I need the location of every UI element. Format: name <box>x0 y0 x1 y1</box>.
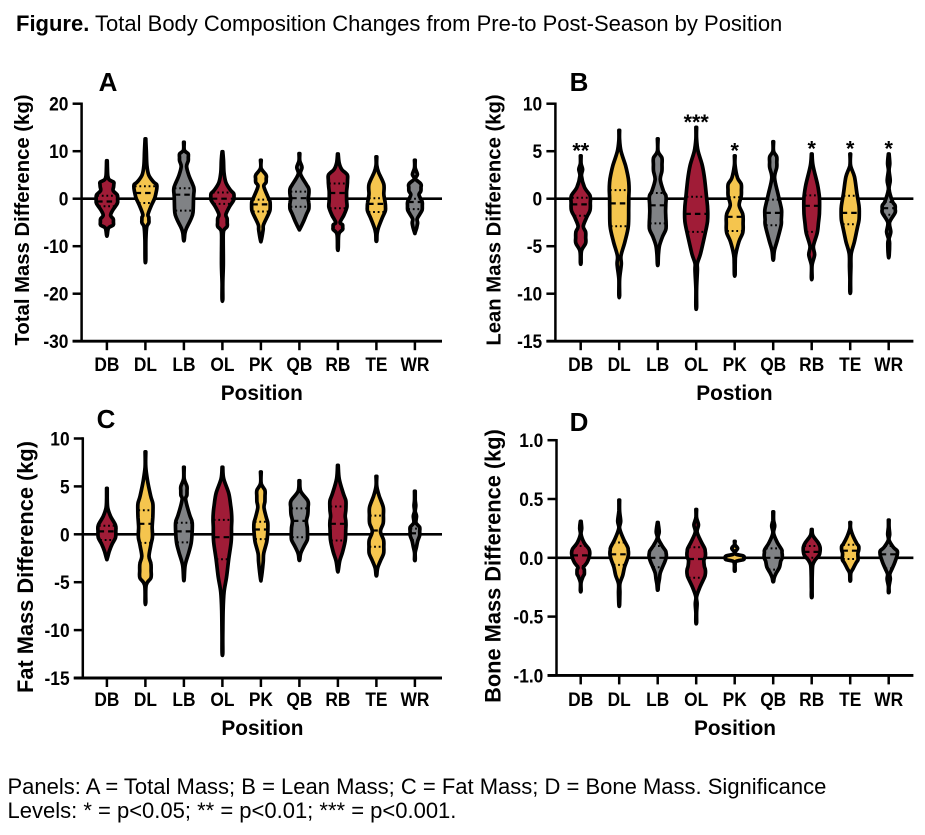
svg-text:-15: -15 <box>517 330 542 352</box>
svg-text:QB: QB <box>760 688 786 710</box>
svg-text:C: C <box>97 404 116 434</box>
svg-text:DB: DB <box>94 688 119 710</box>
svg-text:Levels: * = p<0.05; ** = p<0.0: Levels: * = p<0.05; ** = p<0.01; *** = p… <box>8 798 457 823</box>
svg-text:PK: PK <box>249 353 274 375</box>
svg-text:0: 0 <box>59 188 69 210</box>
svg-text:-20: -20 <box>43 283 68 305</box>
svg-text:PK: PK <box>723 688 748 710</box>
svg-text:DL: DL <box>608 688 631 710</box>
svg-text:RB: RB <box>325 688 350 710</box>
svg-text:0: 0 <box>533 188 543 210</box>
svg-text:-0.5: -0.5 <box>513 606 543 628</box>
svg-text:-10: -10 <box>45 619 70 641</box>
svg-text:LB: LB <box>172 688 195 710</box>
svg-text:TE: TE <box>365 688 387 710</box>
svg-text:WR: WR <box>400 688 429 710</box>
svg-text:Bone Mass Difference (kg): Bone Mass Difference (kg) <box>481 429 506 703</box>
svg-text:DL: DL <box>608 353 631 375</box>
svg-text:LB: LB <box>172 353 195 375</box>
svg-text:*: * <box>731 138 740 162</box>
svg-text:QB: QB <box>286 353 312 375</box>
svg-text:RB: RB <box>799 688 824 710</box>
svg-text:0.5: 0.5 <box>519 488 543 510</box>
svg-text:10: 10 <box>49 140 68 162</box>
svg-text:Panels: A = Total Mass; B = Le: Panels: A = Total Mass; B = Lean Mass; C… <box>8 774 827 799</box>
svg-text:5: 5 <box>60 475 70 497</box>
svg-text:TE: TE <box>365 353 387 375</box>
svg-text:20: 20 <box>49 93 68 115</box>
svg-text:WR: WR <box>874 688 903 710</box>
svg-text:Position: Position <box>221 717 303 740</box>
svg-text:Position: Position <box>221 382 303 405</box>
svg-text:PK: PK <box>249 688 274 710</box>
svg-text:PK: PK <box>723 353 748 375</box>
svg-text:TE: TE <box>839 688 861 710</box>
svg-text:***: *** <box>684 110 710 134</box>
svg-text:Position: Position <box>694 717 776 740</box>
svg-text:RB: RB <box>325 353 350 375</box>
svg-text:*: * <box>808 137 817 161</box>
svg-text:B: B <box>570 67 589 97</box>
svg-text:OL: OL <box>684 688 708 710</box>
svg-text:RB: RB <box>799 353 824 375</box>
svg-text:Postion: Postion <box>696 382 772 405</box>
svg-text:1.0: 1.0 <box>519 429 543 451</box>
svg-text:0.0: 0.0 <box>519 547 543 569</box>
svg-text:QB: QB <box>286 688 312 710</box>
svg-text:-10: -10 <box>517 283 542 305</box>
svg-text:-5: -5 <box>54 571 69 593</box>
svg-text:-30: -30 <box>43 330 68 352</box>
svg-text:10: 10 <box>50 428 69 450</box>
svg-text:Total Mass Difference (kg): Total Mass Difference (kg) <box>12 95 34 346</box>
svg-text:DB: DB <box>94 353 119 375</box>
svg-text:WR: WR <box>874 353 903 375</box>
svg-text:A: A <box>99 67 118 97</box>
svg-text:-1.0: -1.0 <box>513 664 543 686</box>
svg-text:DB: DB <box>568 688 593 710</box>
svg-text:TE: TE <box>839 353 861 375</box>
svg-text:-15: -15 <box>45 667 70 689</box>
svg-text:-5: -5 <box>527 235 542 257</box>
svg-text:DB: DB <box>568 353 593 375</box>
svg-text:5: 5 <box>533 140 543 162</box>
svg-text:Lean Mass Difference (kg): Lean Mass Difference (kg) <box>484 94 506 345</box>
svg-text:Fat Mass Difference (kg): Fat Mass Difference (kg) <box>13 441 38 693</box>
svg-text:10: 10 <box>523 93 542 115</box>
svg-text:*: * <box>885 137 894 161</box>
svg-text:OL: OL <box>210 353 234 375</box>
svg-text:LB: LB <box>646 688 669 710</box>
svg-text:WR: WR <box>400 353 429 375</box>
svg-text:OL: OL <box>210 688 234 710</box>
svg-text:DL: DL <box>134 353 157 375</box>
svg-text:-10: -10 <box>43 235 68 257</box>
svg-text:LB: LB <box>646 353 669 375</box>
svg-text:*: * <box>846 137 855 161</box>
svg-text:Figure. Total Body Composition: Figure. Total Body Composition Changes f… <box>16 11 782 36</box>
svg-text:QB: QB <box>760 353 786 375</box>
svg-text:DL: DL <box>134 688 157 710</box>
svg-text:D: D <box>570 407 589 437</box>
svg-text:OL: OL <box>684 353 708 375</box>
svg-text:0: 0 <box>60 523 70 545</box>
svg-text:**: ** <box>572 138 589 162</box>
